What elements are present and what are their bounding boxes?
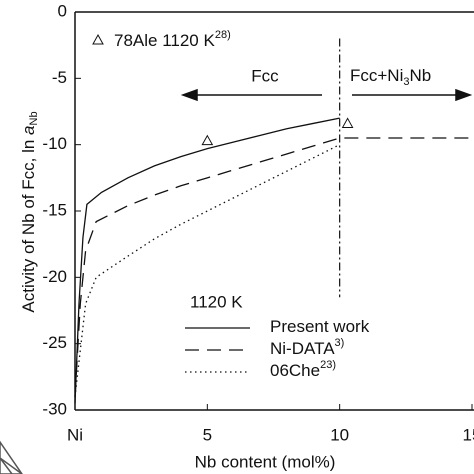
legend-name: Present work <box>270 317 370 336</box>
x-tick-label: 10 <box>330 425 349 444</box>
arrows <box>180 88 473 102</box>
legend-name: Ni-DATA <box>270 339 335 358</box>
y-tick-label: 0 <box>58 1 67 20</box>
points-ref: 28) <box>215 29 231 41</box>
y-tick-label: -20 <box>42 267 67 286</box>
legend-label: 06Che23) <box>270 359 336 381</box>
line <box>74 144 340 397</box>
x-axis-label: Nb content (mol%) <box>195 452 336 471</box>
legend-label: Present work <box>270 317 370 336</box>
line <box>74 117 340 404</box>
legend-title: 1120 K <box>190 292 243 311</box>
y-tick-label: -5 <box>52 68 67 87</box>
line <box>74 137 472 397</box>
x-tick-label: 5 <box>203 425 212 444</box>
y-axis-label: Activity of Nb of Fcc, ln aNb <box>19 111 39 312</box>
x-tick-label: 15 <box>463 425 474 444</box>
legend-symbol <box>92 33 104 45</box>
legend-ref: 3) <box>335 337 345 349</box>
y-tick-label: -15 <box>42 200 67 219</box>
legend-name: 06Che <box>270 361 320 380</box>
y-tick-label: -10 <box>42 134 67 153</box>
points-label: 78Ale 1120 K28) <box>114 29 231 51</box>
y-tick-label: -30 <box>42 399 67 418</box>
legend-label: Ni-DATA3) <box>270 337 344 359</box>
point <box>201 134 214 146</box>
x-tick-label: Ni <box>67 425 83 444</box>
points-name: 78Ale 1120 K <box>114 31 215 50</box>
region-label: Fcc+Ni3Nb <box>350 66 431 87</box>
y-tick-label: -25 <box>42 333 67 352</box>
point <box>341 117 354 128</box>
region-label: Fcc <box>251 66 279 85</box>
legend-ref: 23) <box>320 359 336 371</box>
logo <box>0 440 23 474</box>
